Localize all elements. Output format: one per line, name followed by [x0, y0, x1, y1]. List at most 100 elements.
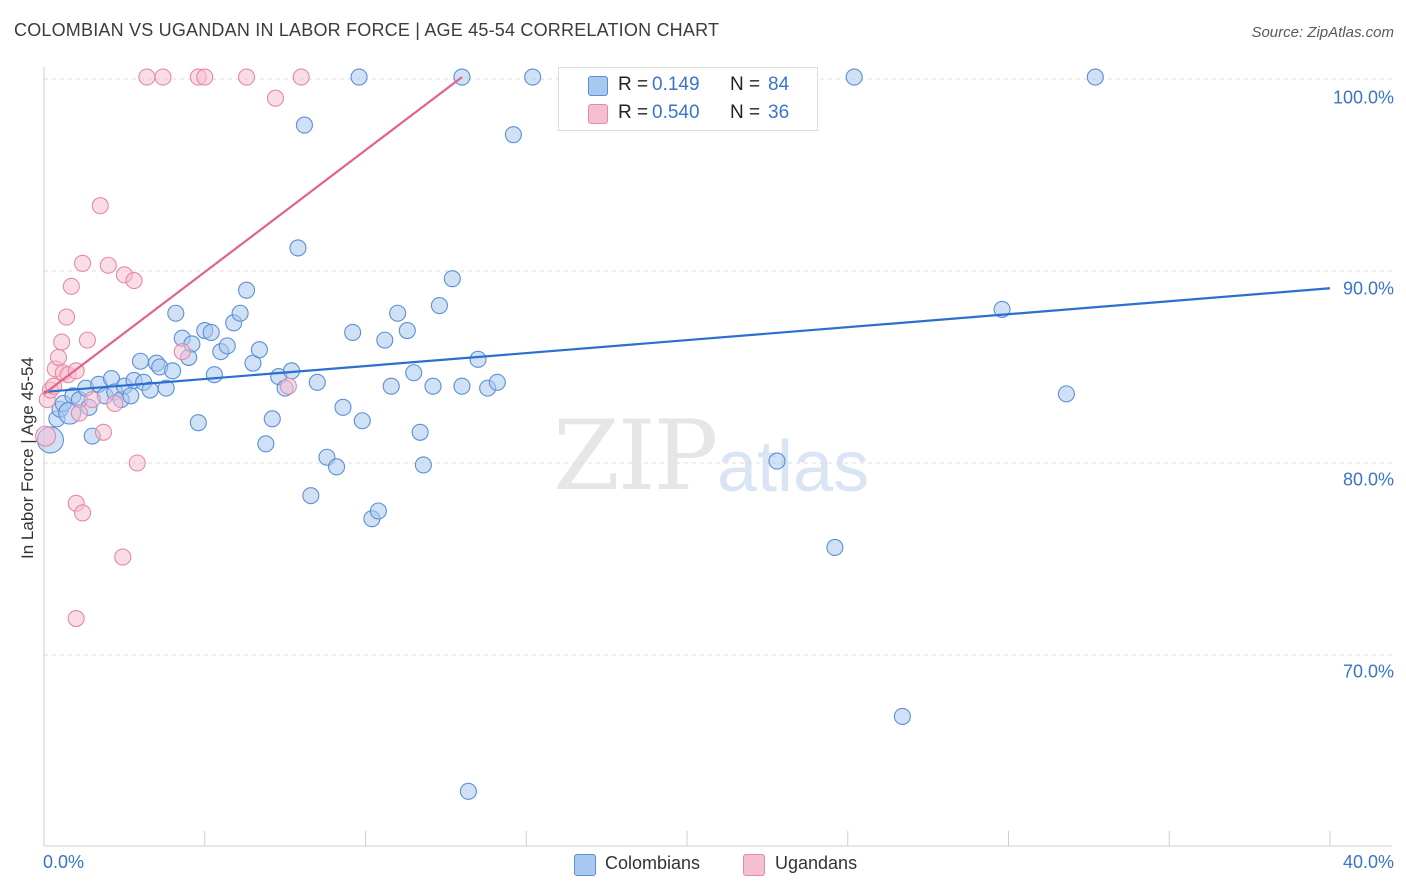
point-colombians — [369, 502, 387, 520]
point-ugandans — [128, 454, 146, 472]
point-colombians — [289, 239, 307, 257]
point-colombians — [295, 116, 313, 134]
point-colombians — [122, 387, 140, 405]
point-colombians — [443, 270, 461, 288]
r-value: 0.149 — [652, 74, 700, 95]
point-colombians — [524, 68, 542, 86]
point-colombians — [504, 126, 522, 144]
n-label: N = — [730, 74, 761, 95]
point-colombians — [328, 458, 346, 476]
y-tick-label-100: 100.0% — [1332, 87, 1394, 108]
point-ugandans — [173, 343, 191, 361]
point-ugandans — [196, 68, 214, 86]
point-colombians — [459, 782, 477, 800]
point-colombians — [308, 373, 326, 391]
point-colombians — [257, 435, 275, 453]
r-label: R = — [618, 74, 649, 95]
point-ugandans — [106, 394, 124, 413]
point-colombians — [205, 366, 223, 384]
point-ugandans — [138, 68, 156, 86]
point-colombians — [353, 412, 371, 430]
point-ugandans — [53, 333, 71, 351]
stats-legend: R = 0.149 N = 84 R = 0.540 N = 36 — [558, 67, 818, 131]
point-colombians — [131, 352, 149, 370]
point-colombians — [164, 362, 182, 380]
point-ugandans — [237, 68, 256, 86]
point-colombians — [414, 456, 432, 474]
point-ugandans — [114, 548, 132, 566]
point-ugandans — [67, 609, 85, 628]
point-ugandans — [99, 256, 117, 274]
point-ugandans — [292, 68, 310, 86]
n-value: 36 — [768, 102, 790, 123]
point-ugandans — [154, 68, 172, 86]
point-colombians — [250, 341, 268, 359]
point-colombians — [389, 304, 407, 322]
trendline-colombians — [43, 287, 1331, 394]
point-colombians — [1057, 385, 1075, 403]
trendline-ugandans — [43, 76, 463, 395]
point-ugandans — [83, 391, 101, 409]
watermark-atlas: atlas — [717, 427, 870, 507]
point-colombians — [263, 410, 281, 428]
point-ugandans — [70, 404, 88, 422]
point-colombians — [826, 538, 844, 557]
y-tick-label-80: 80.0% — [1342, 469, 1394, 490]
point-ugandans — [279, 377, 297, 395]
legend-swatch-blue — [588, 76, 608, 96]
point-colombians — [469, 350, 487, 368]
point-ugandans — [74, 504, 92, 522]
x-tick-label-max: 40.0% — [1342, 852, 1394, 872]
point-colombians — [424, 377, 442, 395]
point-colombians — [376, 331, 394, 349]
point-colombians — [453, 377, 471, 395]
point-colombians — [398, 321, 416, 340]
point-colombians — [302, 487, 320, 505]
chart-title: COLOMBIAN VS UGANDAN IN LABOR FORCE | AG… — [14, 20, 720, 40]
y-tick-label-90: 90.0% — [1342, 278, 1394, 299]
point-ugandans — [35, 425, 57, 447]
point-ugandans — [266, 89, 285, 107]
stats-legend-row-colombians: R = 0.149 N = 84 — [559, 72, 817, 100]
point-colombians — [237, 281, 256, 299]
point-colombians — [1086, 68, 1104, 86]
point-colombians — [231, 304, 249, 322]
point-colombians — [350, 68, 368, 86]
legend-swatch-pink — [588, 104, 608, 124]
point-ugandans — [74, 254, 92, 272]
legend-label-colombians: Colombians — [605, 853, 701, 873]
point-colombians — [411, 423, 429, 441]
y-axis-title: In Labor Force | Age 45-54 — [18, 357, 37, 559]
point-ugandans — [57, 308, 76, 326]
source-label: Source: ZipAtlas.com — [1251, 24, 1394, 41]
legend-label-ugandans: Ugandans — [775, 853, 858, 873]
legend-swatch-colombians — [574, 854, 596, 876]
point-colombians — [202, 323, 220, 341]
point-ugandans — [78, 331, 96, 349]
r-value: 0.540 — [652, 102, 700, 123]
legend-swatch-ugandans — [743, 854, 765, 876]
point-colombians — [344, 323, 362, 341]
point-colombians — [334, 398, 352, 416]
point-colombians — [189, 414, 207, 432]
point-colombians — [167, 304, 185, 322]
point-colombians — [768, 452, 786, 470]
stats-legend-row-ugandans: R = 0.540 N = 36 — [559, 100, 817, 128]
point-ugandans — [49, 348, 68, 366]
point-colombians — [382, 377, 400, 395]
series-legend: Colombians Ugandans — [0, 852, 1406, 878]
x-tick-label-min: 0.0% — [43, 852, 85, 872]
point-ugandans — [62, 277, 80, 295]
n-value: 84 — [768, 74, 790, 95]
point-colombians — [405, 364, 423, 382]
point-colombians — [430, 297, 448, 315]
point-colombians — [488, 373, 506, 391]
point-ugandans — [125, 272, 143, 290]
point-colombians — [893, 707, 911, 725]
y-tick-label-70: 70.0% — [1342, 661, 1394, 682]
watermark-zip: ZIP — [553, 400, 718, 512]
point-ugandans — [91, 197, 109, 215]
point-colombians — [845, 68, 863, 86]
r-label: R = — [618, 102, 649, 123]
